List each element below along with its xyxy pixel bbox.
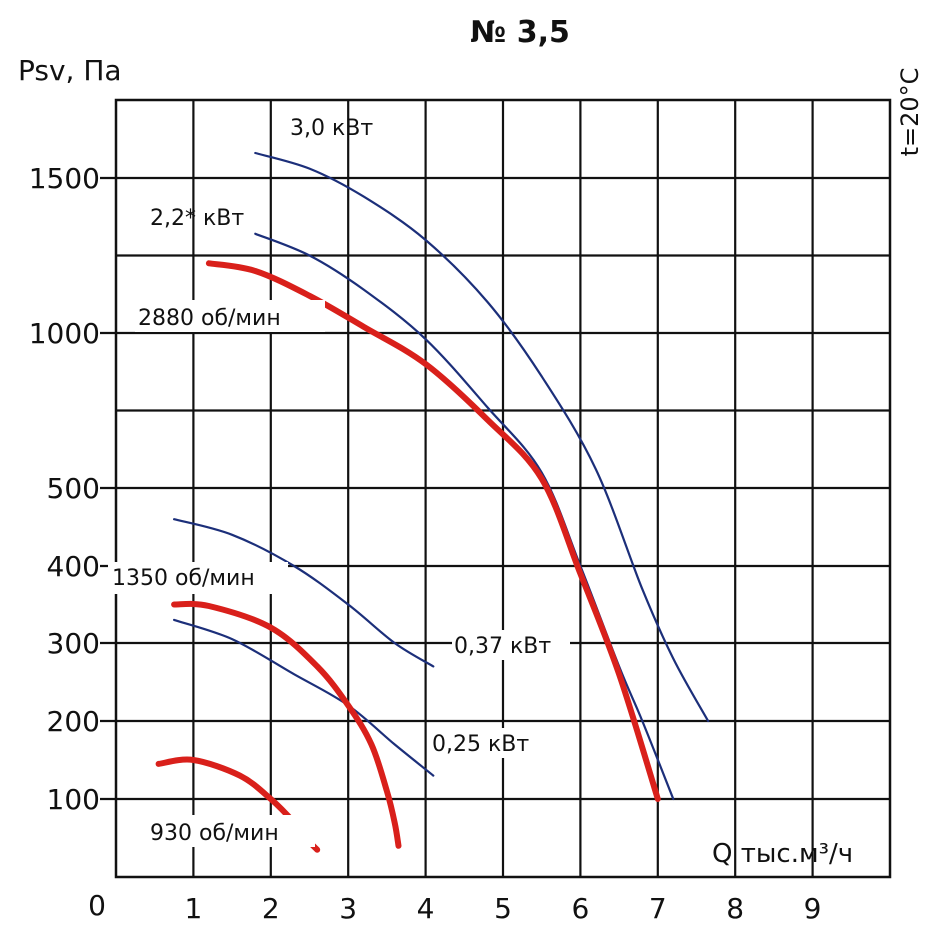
svg-text:2,2* кВт: 2,2* кВт <box>150 206 244 231</box>
x-tick-label: 6 <box>571 892 589 925</box>
x-tick-label: 8 <box>726 892 744 925</box>
tick-labels: 1 2 3 4 5 6 7 8 9 1500 1000 500 400 300 200 100 <box>29 162 822 925</box>
y-tick-label: 100 <box>47 783 100 816</box>
series-line-power-5 <box>173 518 435 668</box>
label-2-2-kw: 2,2* кВт <box>150 206 244 231</box>
y-axis-label: Psv, Па <box>18 54 122 87</box>
svg-text:3,0 кВт: 3,0 кВт <box>290 116 373 141</box>
series-line-power-4 <box>254 232 675 801</box>
label-3-0-kw: 3,0 кВт <box>290 116 373 141</box>
label-1350-rpm: 1350 об/мин <box>108 562 288 594</box>
svg-text:930 об/мин: 930 об/мин <box>150 821 279 846</box>
x-tick-label: 5 <box>494 892 512 925</box>
temperature-note: t=20°C <box>896 68 924 157</box>
x-tick-label: 9 <box>804 892 822 925</box>
chart-title: № 3,5 <box>470 15 570 50</box>
y-tick-label: 1500 <box>29 162 100 195</box>
series-line-rpm-1 <box>171 600 402 849</box>
x-tick-label: 4 <box>417 892 435 925</box>
x-tick-label: 7 <box>649 892 667 925</box>
svg-text:0,37 кВт: 0,37 кВт <box>454 634 551 659</box>
origin-label: 0 <box>88 889 106 922</box>
y-tick-label: 400 <box>47 550 100 583</box>
x-axis-label: Q тыс.м³/ч <box>712 839 853 869</box>
label-930-rpm: 930 об/мин <box>145 815 315 847</box>
series-line-power-6 <box>173 618 435 777</box>
svg-text:0,25 кВт: 0,25 кВт <box>432 732 529 757</box>
x-tick-label: 2 <box>262 892 280 925</box>
y-tick-label: 1000 <box>29 317 100 350</box>
y-tick-label: 300 <box>47 627 100 660</box>
y-tick-label: 200 <box>47 705 100 738</box>
series-line-power-3 <box>254 151 710 723</box>
svg-text:1350 об/мин: 1350 об/мин <box>112 566 255 591</box>
x-tick-label: 3 <box>339 892 357 925</box>
y-tick-label: 500 <box>47 472 100 505</box>
x-tick-label: 1 <box>184 892 202 925</box>
label-0-37-kw: 0,37 кВт <box>452 630 570 660</box>
svg-text:2880 об/мин: 2880 об/мин <box>138 306 281 331</box>
series-line-rpm-0 <box>205 260 661 802</box>
label-0-25-kw: 0,25 кВт <box>430 728 550 758</box>
label-2880-rpm: 2880 об/мин <box>135 300 325 332</box>
